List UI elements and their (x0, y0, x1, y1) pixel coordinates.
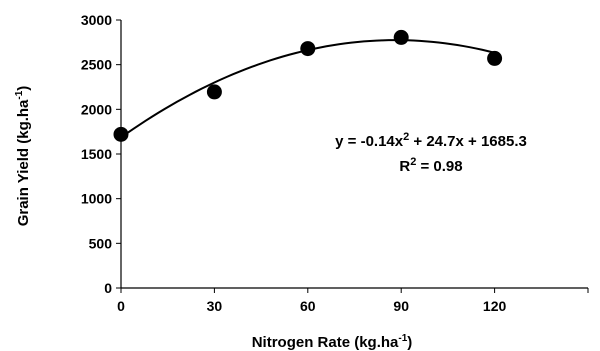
r-squared: R2 = 0.98 (399, 156, 462, 175)
data-points (113, 29, 503, 142)
trend-equation: y = -0.14x2 + 24.7x + 1685.3 (335, 131, 527, 150)
data-point (487, 50, 503, 66)
data-point (206, 84, 222, 100)
x-tick-label: 90 (393, 298, 409, 314)
data-point (113, 126, 129, 142)
y-tick-label: 2500 (81, 57, 112, 73)
x-axis-title: Nitrogen Rate (kg.ha-1) (252, 333, 413, 351)
y-tick-label: 500 (89, 235, 113, 251)
y-tick-label: 3000 (81, 12, 112, 28)
x-tick-label: 120 (483, 298, 507, 314)
x-tick-label: 60 (300, 298, 316, 314)
y-tick-label: 1500 (81, 146, 112, 162)
axes (120, 20, 588, 289)
data-point (300, 41, 316, 57)
x-tick-label: 30 (207, 298, 223, 314)
y-tick-label: 2000 (81, 101, 112, 117)
y-ticks: 0 500 1000 1500 2000 2500 3000 (81, 12, 121, 296)
data-point (393, 29, 409, 45)
x-ticks: 0 30 60 90 120 (117, 288, 589, 314)
y-axis-title: Grain Yield (kg.ha-1) (14, 86, 32, 227)
x-tick-label: 0 (117, 298, 125, 314)
y-tick-label: 0 (104, 280, 112, 296)
y-tick-label: 1000 (81, 191, 112, 207)
